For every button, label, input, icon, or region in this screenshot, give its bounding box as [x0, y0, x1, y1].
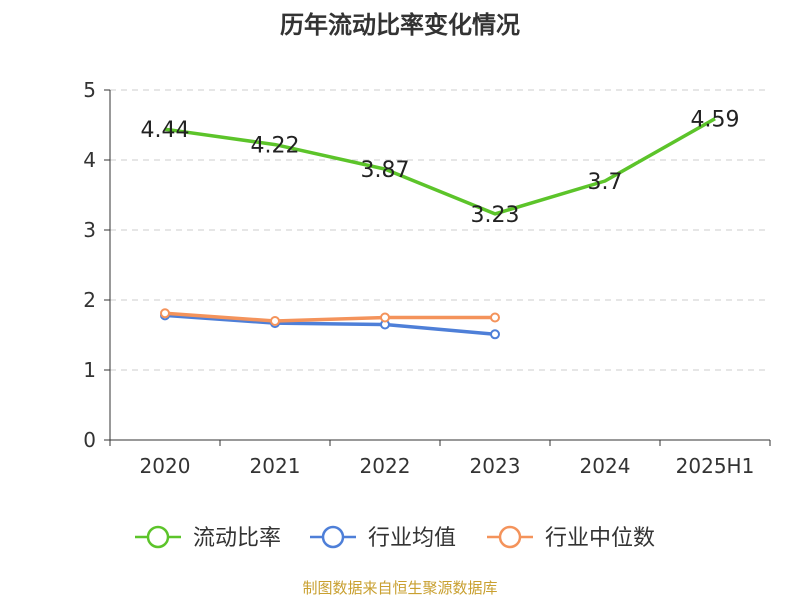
legend-label: 行业中位数 [545, 526, 655, 551]
x-tick-label: 2020 [140, 454, 191, 478]
x-tick-label: 2025H1 [676, 454, 755, 478]
x-tick-label: 2021 [250, 454, 301, 478]
series-point-2 [490, 312, 500, 323]
legend-label: 流动比率 [193, 526, 281, 551]
legend: 流动比率 行业均值 行业中位数 [135, 525, 655, 551]
legend-label: 行业均值 [368, 526, 456, 551]
series-point-2 [380, 312, 390, 323]
chart-title: 历年流动比率变化情况 [280, 11, 520, 39]
legend-item-1[interactable]: 行业均值 [310, 525, 456, 551]
legend-marker [146, 525, 170, 549]
data-label: 4.22 [251, 134, 300, 159]
series-point-2 [160, 308, 170, 319]
x-tick-label: 2022 [360, 454, 411, 478]
series-point-1 [490, 329, 500, 340]
data-label: 4.59 [691, 108, 740, 133]
legend-marker [321, 525, 345, 549]
series-layer: 4.44 4.22 3.87 3.23 3.7 4.59 [141, 108, 740, 340]
legend-item-0[interactable]: 流动比率 [135, 525, 281, 551]
y-tick-label: 2 [83, 288, 96, 312]
y-tick-label: 3 [83, 218, 96, 242]
data-label: 3.7 [588, 170, 623, 195]
x-tick-label: 2024 [580, 454, 631, 478]
y-tick-label: 4 [83, 148, 96, 172]
series-line-1 [164, 313, 496, 337]
x-tick-label: 2023 [470, 454, 521, 478]
grid-lines [110, 89, 770, 371]
data-label: 4.44 [141, 118, 190, 143]
series-point-2 [270, 316, 280, 326]
series-line-2 [164, 311, 495, 323]
legend-item-2[interactable]: 行业中位数 [487, 525, 655, 551]
y-tick-label: 0 [83, 428, 96, 452]
source-note: 制图数据来自恒生聚源数据库 [302, 579, 497, 597]
data-label: 3.23 [471, 203, 520, 228]
axes: 0 1 2 3 4 5 2020 2021 2022 2023 2024 2025H1 [83, 78, 771, 478]
y-tick-label: 1 [83, 358, 96, 382]
data-label: 3.87 [361, 158, 410, 183]
legend-marker [498, 525, 522, 549]
series-line-0 [164, 117, 716, 216]
y-tick-label: 5 [83, 78, 96, 102]
